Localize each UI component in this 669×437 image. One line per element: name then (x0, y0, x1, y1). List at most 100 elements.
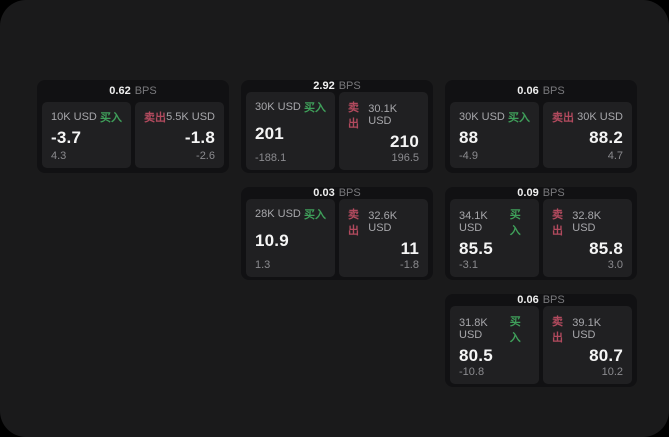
quote-card: 0.06 BPS 30K USD 买入 88 -4.9 卖出 30K USD (445, 80, 637, 173)
buy-side-label: 买入 (509, 209, 521, 237)
sell-price: 11 (400, 239, 419, 258)
bps-unit-label: BPS (338, 187, 361, 199)
bps-header: 0.06 BPS (445, 294, 637, 306)
sell-side-label: 卖出 (552, 316, 563, 344)
buy-price: 88 (459, 128, 479, 147)
buy-tile[interactable]: 10K USD 买入 -3.7 4.3 (42, 102, 131, 168)
sell-tile-top: 卖出 32.8K USD (552, 206, 623, 238)
quote-card: 2.92 BPS 30K USD 买入 201 -188.1 卖出 30.1K … (241, 80, 433, 173)
sell-price: 88.2 (589, 128, 623, 147)
sell-delta: 4.7 (607, 150, 623, 162)
sell-tile[interactable]: 卖出 5.5K USD -1.8 -2.6 (135, 102, 224, 168)
buy-delta: -3.1 (459, 259, 478, 271)
buy-tile-top: 31.8K USD 买入 (459, 313, 530, 345)
buy-tile[interactable]: 30K USD 买入 88 -4.9 (450, 102, 539, 168)
sell-size: 30K USD (577, 111, 623, 123)
sell-tile-top: 卖出 30K USD (552, 109, 623, 125)
buy-size: 31.8K USD (459, 317, 488, 341)
buy-delta: -10.8 (459, 366, 485, 378)
bps-unit-label: BPS (542, 187, 565, 199)
sell-size: 30.1K USD (368, 103, 398, 127)
sell-tile-top: 卖出 5.5K USD (144, 109, 215, 125)
buy-delta: -4.9 (459, 150, 478, 162)
sell-price: 85.8 (589, 239, 623, 258)
quote-tiles: 30K USD 买入 201 -188.1 卖出 30.1K USD 210 1… (241, 92, 433, 175)
bps-value: 0.06 (517, 85, 539, 97)
bps-header: 0.62 BPS (37, 80, 229, 102)
sell-side-label: 卖出 (348, 209, 359, 237)
buy-tile-top: 28K USD 买入 (255, 206, 326, 222)
buy-side-label: 买入 (508, 112, 530, 124)
buy-size: 28K USD (255, 208, 301, 220)
sell-side-label: 卖出 (552, 112, 574, 124)
bps-header: 2.92 BPS (241, 80, 433, 92)
bps-unit-label: BPS (338, 80, 361, 92)
sell-side-label: 卖出 (144, 112, 166, 124)
buy-size: 30K USD (459, 111, 505, 123)
quote-card: 0.03 BPS 28K USD 买入 10.9 1.3 卖出 32.6K US… (241, 187, 433, 280)
bps-unit-label: BPS (542, 85, 565, 97)
sell-tile-top: 卖出 32.6K USD (348, 206, 419, 238)
buy-size: 10K USD (51, 111, 97, 123)
sell-tile[interactable]: 卖出 32.8K USD 85.8 3.0 (543, 199, 632, 277)
buy-price: 201 (255, 124, 284, 143)
sell-delta: 10.2 (601, 366, 623, 378)
bps-value: 0.06 (517, 294, 539, 306)
sell-price: 80.7 (589, 346, 623, 365)
buy-price: 10.9 (255, 231, 289, 250)
sell-delta: 3.0 (607, 259, 623, 271)
sell-tile[interactable]: 卖出 30.1K USD 210 196.5 (339, 92, 428, 170)
sell-side-label: 卖出 (552, 209, 563, 237)
sell-delta: 196.5 (391, 152, 419, 164)
buy-side-label: 买入 (100, 112, 122, 124)
sell-size: 39.1K USD (572, 317, 602, 341)
quote-tiles: 31.8K USD 买入 80.5 -10.8 卖出 39.1K USD 80.… (445, 306, 637, 389)
sell-delta: -2.6 (196, 150, 215, 162)
sell-delta: -1.8 (400, 259, 419, 271)
buy-price: 85.5 (459, 239, 493, 258)
bps-value: 0.03 (313, 187, 335, 199)
buy-tile-top: 30K USD 买入 (459, 109, 530, 125)
sell-tile-top: 卖出 30.1K USD (348, 99, 419, 131)
bps-unit-label: BPS (134, 85, 157, 97)
bps-header: 0.09 BPS (445, 187, 637, 199)
quote-card: 0.62 BPS 10K USD 买入 -3.7 4.3 卖出 5.5K USD (37, 80, 229, 173)
buy-size: 30K USD (255, 101, 301, 113)
bps-header: 0.06 BPS (445, 80, 637, 102)
sell-price: -1.8 (184, 128, 215, 147)
sell-tile[interactable]: 卖出 39.1K USD 80.7 10.2 (543, 306, 632, 384)
bps-value: 0.09 (517, 187, 539, 199)
sell-size: 32.8K USD (572, 210, 602, 234)
quote-card: 0.06 BPS 31.8K USD 买入 80.5 -10.8 卖出 39.1… (445, 294, 637, 387)
buy-delta: -188.1 (255, 152, 287, 164)
quote-tiles: 28K USD 买入 10.9 1.3 卖出 32.6K USD 11 -1.8 (241, 199, 433, 282)
buy-price: 80.5 (459, 346, 493, 365)
quote-tiles: 34.1K USD 买入 85.5 -3.1 卖出 32.8K USD 85.8… (445, 199, 637, 282)
buy-side-label: 买入 (509, 316, 521, 344)
buy-tile[interactable]: 34.1K USD 买入 85.5 -3.1 (450, 199, 539, 277)
buy-size: 34.1K USD (459, 210, 488, 234)
bps-value: 2.92 (313, 80, 335, 92)
buy-tile[interactable]: 30K USD 买入 201 -188.1 (246, 92, 335, 170)
buy-delta: 1.3 (255, 259, 271, 271)
quote-card: 0.09 BPS 34.1K USD 买入 85.5 -3.1 卖出 32.8K… (445, 187, 637, 280)
buy-side-label: 买入 (304, 102, 326, 114)
sell-tile[interactable]: 卖出 32.6K USD 11 -1.8 (339, 199, 428, 277)
buy-tile[interactable]: 28K USD 买入 10.9 1.3 (246, 199, 335, 277)
sell-tile[interactable]: 卖出 30K USD 88.2 4.7 (543, 102, 632, 168)
buy-price: -3.7 (51, 128, 82, 147)
buy-tile-top: 30K USD 买入 (255, 99, 326, 115)
sell-tile-top: 卖出 39.1K USD (552, 313, 623, 345)
bps-unit-label: BPS (542, 294, 565, 306)
bps-value: 0.62 (109, 85, 131, 97)
buy-tile[interactable]: 31.8K USD 买入 80.5 -10.8 (450, 306, 539, 384)
buy-delta: 4.3 (51, 150, 67, 162)
buy-side-label: 买入 (304, 209, 326, 221)
buy-tile-top: 34.1K USD 买入 (459, 206, 530, 238)
quote-tiles: 30K USD 买入 88 -4.9 卖出 30K USD 88.2 4.7 (445, 102, 637, 173)
buy-tile-top: 10K USD 买入 (51, 109, 122, 125)
quote-tiles: 10K USD 买入 -3.7 4.3 卖出 5.5K USD -1.8 -2.… (37, 102, 229, 173)
bps-header: 0.03 BPS (241, 187, 433, 199)
